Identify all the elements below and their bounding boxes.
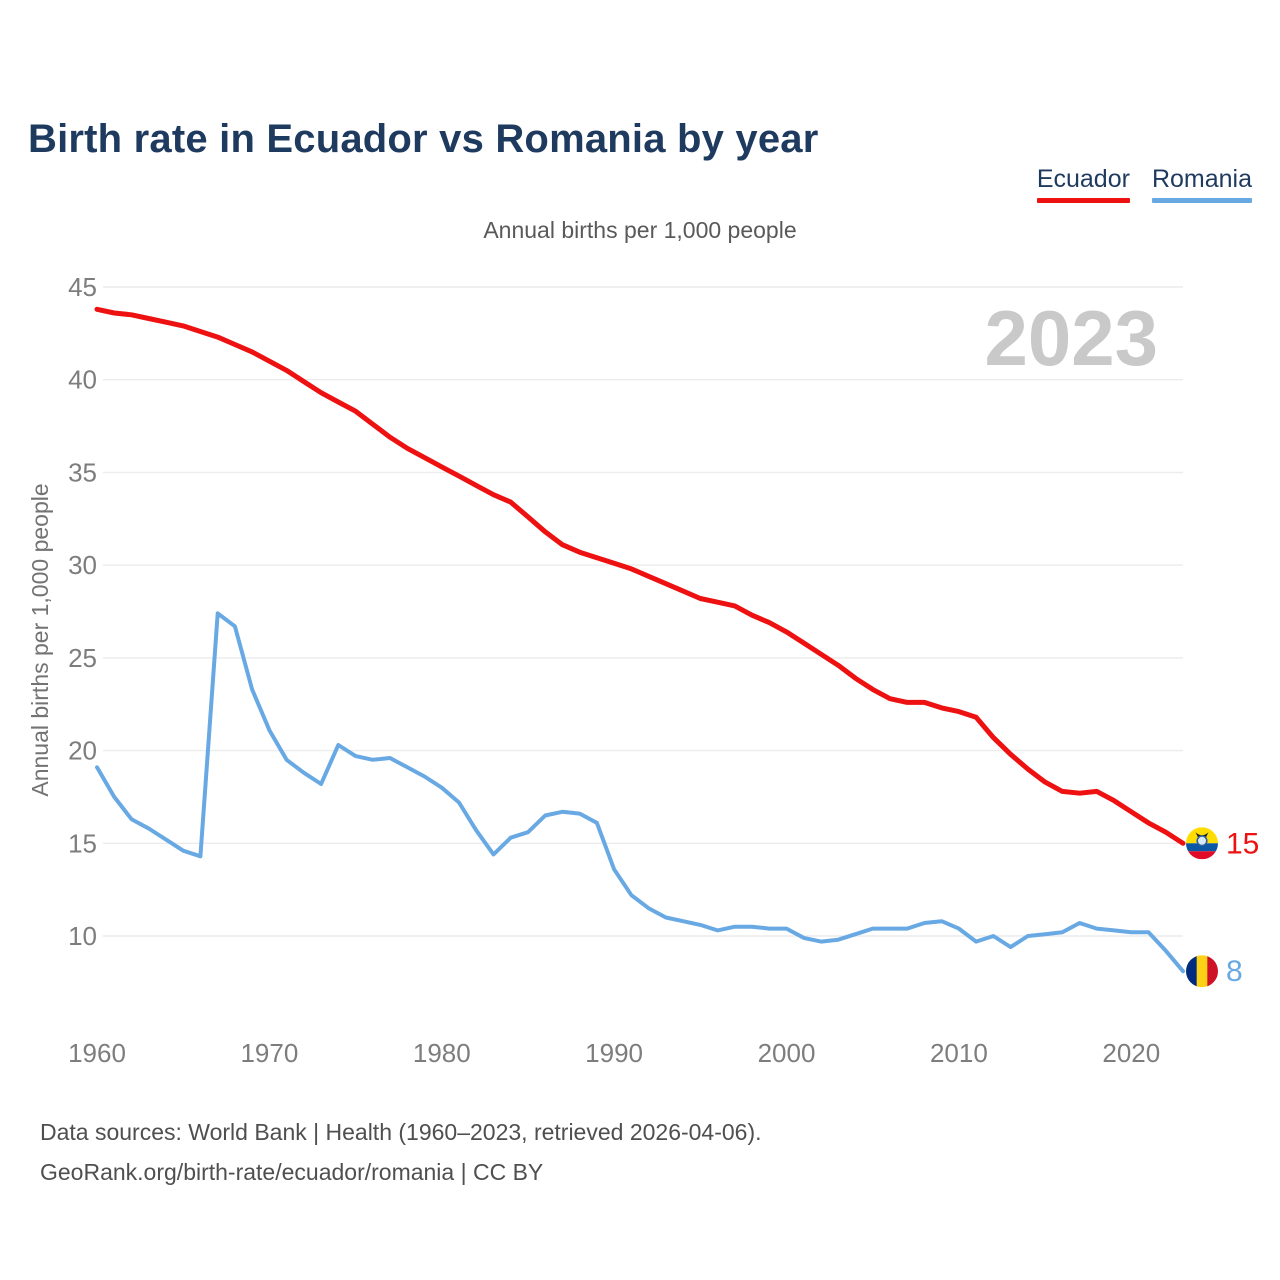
ecuador-flag-icon xyxy=(1186,827,1218,860)
legend-item-ecuador[interactable]: Ecuador xyxy=(1036,165,1130,203)
series-line-ecuador[interactable] xyxy=(94,306,1186,846)
y-tick-label: 20 xyxy=(68,736,97,766)
legend-label-ecuador: Ecuador xyxy=(1036,165,1130,193)
y-axis-title: Annual births per 1,000 people xyxy=(27,483,53,796)
chart-subtitle: Annual births per 1,000 people xyxy=(483,217,797,243)
series-line-romania[interactable] xyxy=(95,611,1185,974)
y-tick-label: 35 xyxy=(68,457,97,487)
x-tick-label: 1980 xyxy=(413,1038,471,1068)
legend: Ecuador Romania xyxy=(1036,165,1252,203)
y-tick-label: 30 xyxy=(68,550,97,580)
footer: Data sources: World Bank | Health (1960–… xyxy=(40,1112,762,1192)
legend-swatch-ecuador xyxy=(1036,198,1130,203)
y-tick-label: 40 xyxy=(68,365,97,395)
x-tick-label: 1960 xyxy=(68,1038,126,1068)
footer-source-line: Data sources: World Bank | Health (1960–… xyxy=(40,1119,762,1145)
y-tick-label: 25 xyxy=(68,643,97,673)
x-tick-label: 2020 xyxy=(1102,1038,1160,1068)
y-tick-label: 15 xyxy=(68,828,97,858)
x-tick-label: 1970 xyxy=(240,1038,298,1068)
plot-area: 45 40 35 30 25 20 15 10 1960 1970 1980 1990 2000 2010… xyxy=(68,272,1259,1068)
y-tick-label: 45 xyxy=(68,272,97,302)
page-title: Birth rate in Ecuador vs Romania by year xyxy=(28,116,819,161)
footer-attribution-line: GeoRank.org/birth-rate/ecuador/romania |… xyxy=(40,1159,544,1185)
x-tick-label: 1990 xyxy=(585,1038,643,1068)
end-value-ecuador: 15 xyxy=(1226,827,1259,860)
legend-item-romania[interactable]: Romania xyxy=(1151,165,1252,203)
x-tick-label: 2010 xyxy=(930,1038,988,1068)
x-tick-label: 2000 xyxy=(758,1038,816,1068)
romania-flag-icon xyxy=(1186,955,1218,988)
end-value-romania: 8 xyxy=(1226,955,1243,988)
legend-swatch-romania xyxy=(1151,198,1252,203)
watermark-year: 2023 xyxy=(984,294,1158,382)
legend-label-romania: Romania xyxy=(1151,165,1252,193)
y-tick-label: 10 xyxy=(68,921,97,951)
